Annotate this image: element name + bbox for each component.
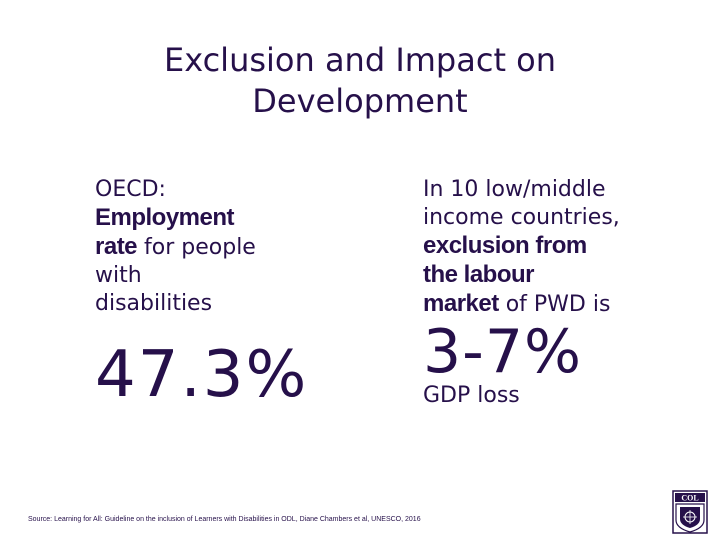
logo-text: COL bbox=[681, 494, 698, 503]
right-bold-3: market bbox=[423, 290, 499, 317]
slide-title: Exclusion and Impact on Development bbox=[100, 40, 620, 122]
source-citation: Source: Learning for All: Guideline on t… bbox=[28, 516, 421, 523]
col-logo-icon: COL bbox=[672, 490, 708, 534]
employment-rate-value: 47.3% bbox=[95, 338, 309, 412]
title-line-2: Development bbox=[252, 82, 468, 120]
title-line-1: Exclusion and Impact on bbox=[163, 41, 557, 79]
left-bold-2: rate bbox=[95, 233, 138, 260]
right-lead-text: In 10 low/middle income countries, exclu… bbox=[423, 176, 693, 319]
left-bold-1: Employment bbox=[95, 204, 235, 231]
gdp-loss-label: GDP loss bbox=[423, 383, 520, 408]
right-rest-3: of PWD is bbox=[498, 292, 611, 317]
left-line-5: disabilities bbox=[95, 291, 213, 316]
right-bold-2: the labour bbox=[423, 261, 535, 288]
gdp-loss-value: 3-7% bbox=[423, 317, 583, 387]
right-line-2: income countries, bbox=[423, 205, 620, 230]
right-column: In 10 low/middle income countries, exclu… bbox=[423, 176, 693, 409]
right-line-1: In 10 low/middle bbox=[423, 177, 606, 202]
left-line-4: with bbox=[95, 263, 142, 288]
left-lead-text: OECD: Employment rate for people with di… bbox=[95, 176, 325, 318]
left-column: OECD: Employment rate for people with di… bbox=[95, 176, 325, 410]
left-line-1: OECD: bbox=[95, 177, 166, 202]
right-bold-1: exclusion from bbox=[423, 232, 587, 259]
left-rest-2: for people bbox=[137, 235, 256, 260]
